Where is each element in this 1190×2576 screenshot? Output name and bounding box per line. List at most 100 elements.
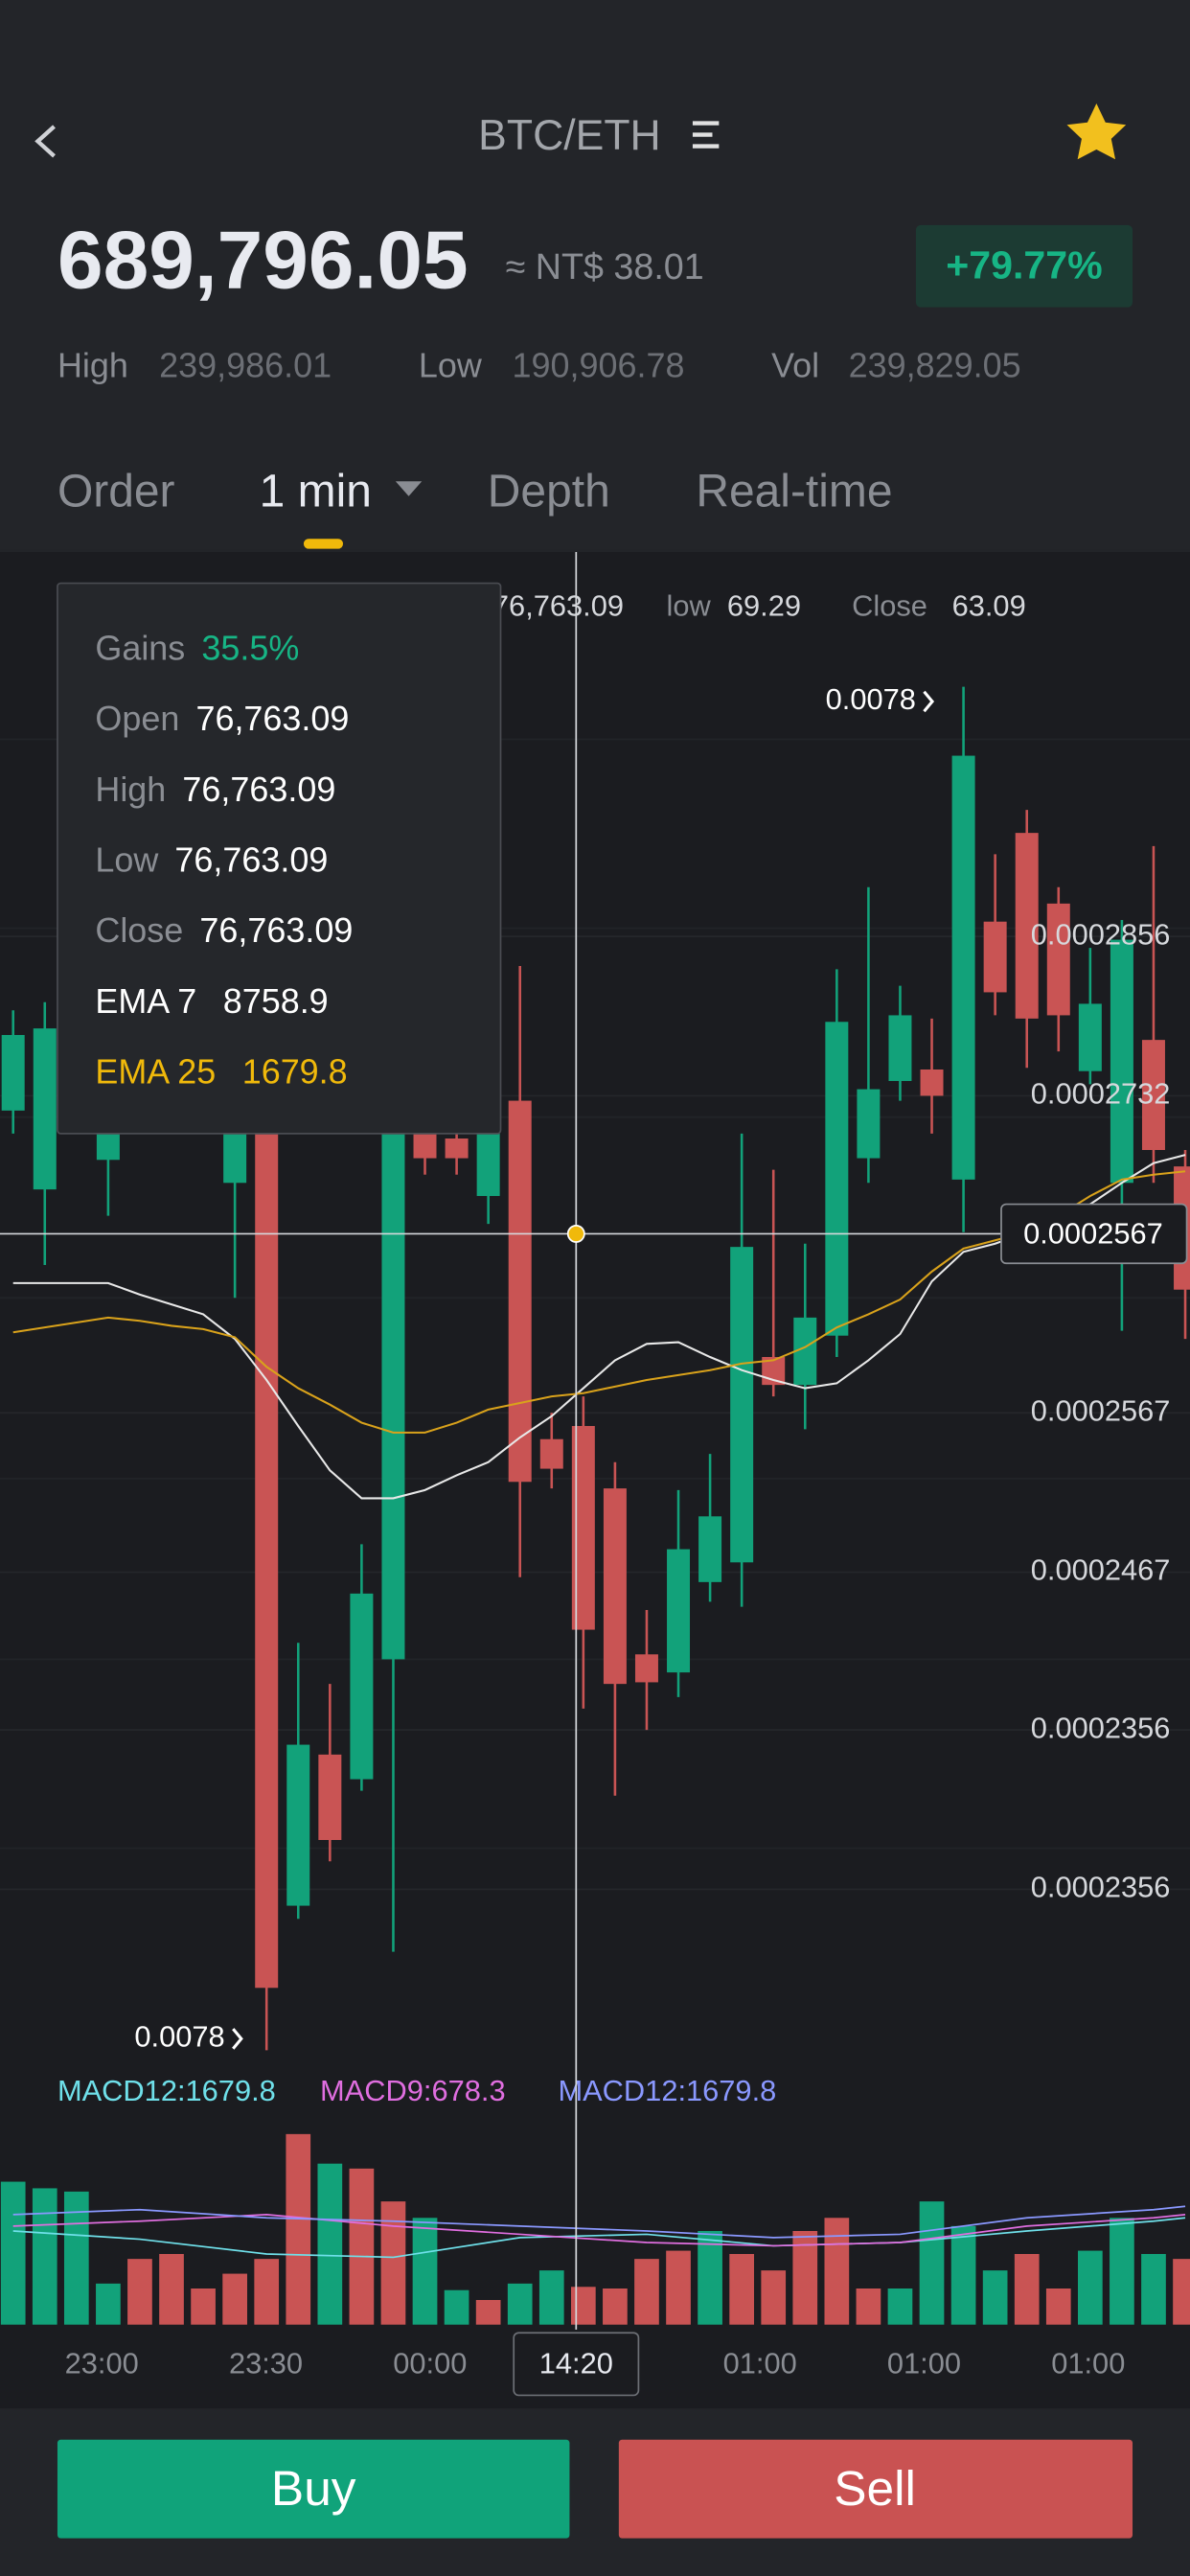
candle-body bbox=[286, 1744, 310, 1906]
tooltip-value: 76,763.09 bbox=[199, 910, 353, 950]
pair-title: BTC/ETH bbox=[478, 112, 661, 159]
time-label: 23:00 bbox=[65, 2347, 139, 2380]
macd-bar bbox=[1077, 2250, 1103, 2325]
candle-body bbox=[951, 755, 975, 1180]
ohlc-low: 69.29 bbox=[727, 588, 801, 622]
tooltip-label: EMA 25 bbox=[95, 1052, 216, 1092]
crosshair-price: 0.0002567 bbox=[1023, 1216, 1163, 1250]
candle-body bbox=[571, 1426, 595, 1630]
macd-bar bbox=[96, 2283, 121, 2325]
tooltip-value: 76,763.09 bbox=[174, 840, 328, 879]
candle-body bbox=[698, 1516, 722, 1582]
tooltip-label: High bbox=[95, 770, 166, 809]
macd-bar bbox=[982, 2270, 1008, 2325]
macd-bar bbox=[412, 2218, 438, 2325]
vol-value: 239,829.05 bbox=[849, 345, 1021, 384]
tab[interactable]: Depth bbox=[488, 467, 610, 518]
candle-body bbox=[667, 1549, 691, 1673]
macd-bar bbox=[222, 2273, 247, 2325]
dropdown-arrow bbox=[395, 481, 423, 496]
candle-body bbox=[603, 1488, 627, 1685]
macd-bar bbox=[603, 2288, 628, 2325]
candle-body bbox=[1078, 1003, 1102, 1071]
buy-button[interactable] bbox=[57, 2439, 570, 2539]
tooltip-value: 76,763.09 bbox=[195, 699, 349, 738]
macd-bar bbox=[317, 2163, 343, 2325]
macd-bar bbox=[824, 2218, 850, 2325]
tab[interactable]: Order bbox=[57, 467, 175, 518]
macd-label: MACD12:1679.8 bbox=[57, 2074, 276, 2107]
sell-button[interactable] bbox=[618, 2439, 1133, 2539]
tooltip-label: Low bbox=[95, 840, 159, 879]
tooltip-value: 8758.9 bbox=[223, 981, 329, 1021]
candle-body bbox=[318, 1754, 342, 1840]
change-badge bbox=[915, 224, 1133, 308]
candle-body bbox=[255, 1133, 279, 1989]
candle-body bbox=[539, 1438, 563, 1469]
candle-body bbox=[381, 1133, 405, 1660]
macd-label: MACD12:1679.8 bbox=[558, 2074, 776, 2107]
macd-bar bbox=[254, 2259, 280, 2325]
macd-bar bbox=[634, 2259, 659, 2325]
last-price: 689,796.05 bbox=[57, 214, 469, 306]
candle-body bbox=[1015, 833, 1039, 1019]
time-label: 01:00 bbox=[887, 2347, 961, 2380]
macd-bar bbox=[1014, 2254, 1040, 2325]
candle-body bbox=[223, 1125, 247, 1184]
macd-bar bbox=[475, 2300, 501, 2325]
macd-label: MACD9:678.3 bbox=[320, 2074, 506, 2107]
macd-line bbox=[12, 2217, 1186, 2259]
ohlc-close: 63.09 bbox=[952, 588, 1026, 622]
back-button[interactable] bbox=[34, 125, 56, 158]
marker-chevron bbox=[923, 690, 935, 713]
candle-body bbox=[825, 1022, 849, 1336]
y-axis-label: 0.0002732 bbox=[1031, 1077, 1171, 1111]
time-label: 23:30 bbox=[229, 2347, 303, 2380]
candle-body bbox=[1, 1035, 25, 1111]
tab[interactable]: Real-time bbox=[696, 467, 892, 518]
candle-body bbox=[33, 1028, 57, 1190]
tab-indicator bbox=[303, 539, 344, 549]
crosshair-price-box bbox=[1000, 1203, 1188, 1265]
tooltip-label: Close bbox=[95, 910, 183, 950]
macd-bar bbox=[950, 2225, 976, 2325]
buy-label: Buy bbox=[271, 2460, 356, 2516]
high-value: 239,986.01 bbox=[159, 345, 332, 384]
time-label: 01:00 bbox=[1051, 2347, 1125, 2380]
time-label: 01:00 bbox=[723, 2347, 797, 2380]
sell-label: Sell bbox=[834, 2460, 916, 2516]
favorite-star[interactable] bbox=[1066, 104, 1127, 160]
marker-chevron bbox=[232, 2028, 243, 2050]
macd-bar bbox=[286, 2133, 311, 2325]
macd-bar bbox=[444, 2289, 469, 2325]
tooltip-label: Gains bbox=[95, 628, 185, 667]
candle-body bbox=[413, 1133, 437, 1159]
macd-bar bbox=[1045, 2288, 1071, 2325]
macd-bar bbox=[1173, 2259, 1190, 2325]
vol-label: Vol bbox=[771, 345, 819, 384]
macd-bar bbox=[666, 2250, 691, 2325]
tab-active[interactable]: 1 min bbox=[260, 467, 372, 518]
menu-icon[interactable] bbox=[692, 121, 720, 149]
y-axis-label: 0.0002856 bbox=[1031, 917, 1171, 951]
ohlc-low-label: low bbox=[667, 588, 712, 622]
macd-bar bbox=[887, 2288, 913, 2325]
macd-bar bbox=[63, 2191, 89, 2325]
ohlc-close-label: Close bbox=[852, 588, 927, 622]
tooltip-box bbox=[57, 582, 502, 1135]
macd-line bbox=[12, 2213, 1186, 2247]
macd-bar bbox=[380, 2201, 406, 2325]
macd-bar bbox=[32, 2188, 57, 2325]
low-label: Low bbox=[419, 345, 483, 384]
candle-body bbox=[793, 1317, 817, 1386]
macd-bar bbox=[538, 2270, 564, 2325]
candle-body bbox=[1046, 903, 1070, 1016]
tooltip-label: EMA 7 bbox=[95, 981, 196, 1021]
candle-body bbox=[508, 1100, 532, 1483]
macd-bar bbox=[349, 2168, 375, 2325]
candle-body bbox=[634, 1654, 658, 1683]
candle-body bbox=[857, 1089, 881, 1159]
crosshair-dot bbox=[566, 1225, 585, 1243]
